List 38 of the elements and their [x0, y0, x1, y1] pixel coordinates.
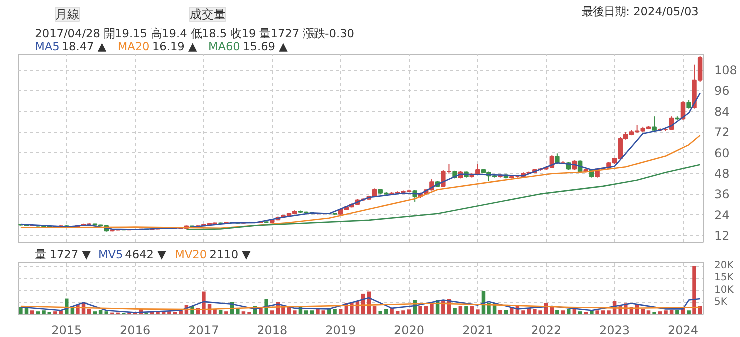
y-tick-label: 108 [714, 64, 738, 78]
y-tick-label: 60 [714, 146, 730, 160]
text: 15.69 ▲ [243, 40, 288, 54]
text: 4642 ▼ [125, 248, 167, 262]
x-tick-label: 2019 [326, 324, 356, 337]
y-tick-label: 72 [714, 126, 730, 140]
text: MA20 [118, 40, 150, 54]
y-tick-label: 84 [714, 104, 730, 119]
text: 18.47 ▲ [62, 40, 107, 54]
text: 16.19 ▲ [152, 40, 198, 54]
y-tick-label: 12 [714, 229, 730, 244]
y-tick-label: 96 [714, 84, 730, 98]
text: 最後日期: 2024/05/03 [582, 4, 699, 18]
x-tick-label: 2023 [600, 324, 630, 337]
y-tick-label: 10K [714, 284, 734, 296]
text: 2110 ▼ [210, 248, 252, 262]
text: MV20 [175, 248, 208, 262]
text: 成交量 [190, 8, 226, 22]
text: MA5 [35, 40, 60, 54]
x-tick-label: 2024 [668, 324, 699, 337]
x-tick-label: 2021 [462, 324, 494, 337]
y-tick-label: 20K [714, 260, 734, 272]
x-tick-label: 2015 [52, 324, 82, 337]
y-tick-label: 5K [714, 296, 728, 308]
y-tick-label: 36 [714, 188, 730, 202]
text: 量 1727 ▼ [35, 248, 92, 262]
text: 月線 [56, 8, 80, 22]
text: MV5 [98, 248, 124, 262]
x-tick-label: 2022 [531, 324, 562, 337]
x-tick-label: 2017 [188, 324, 220, 337]
x-tick-label: 2018 [257, 324, 288, 337]
y-tick-label: 24 [714, 208, 730, 222]
text: 2017/04/28 開19.15 高19.4 低18.5 收19 量1727 漲跌-0.30 [35, 26, 354, 40]
x-tick-label: 2016 [120, 324, 151, 337]
x-tick-label: 2020 [394, 324, 425, 337]
y-tick-label: 15K [714, 272, 734, 284]
y-tick-label: 48 [714, 167, 730, 182]
text: MA60 [208, 40, 240, 54]
